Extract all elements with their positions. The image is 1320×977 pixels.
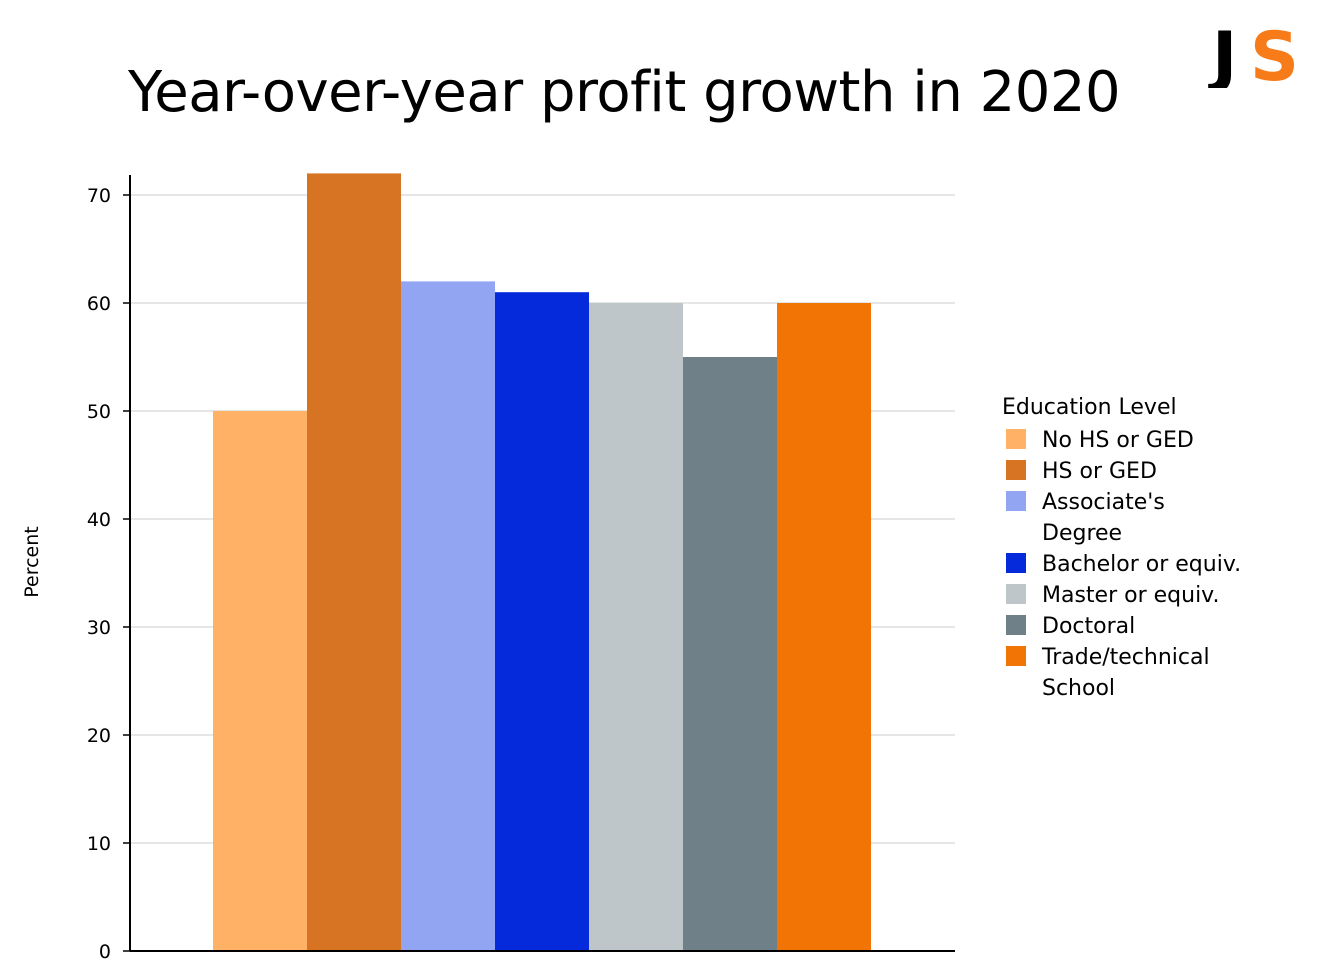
bar-trade-technical-school: [777, 303, 871, 951]
legend-label: Bachelor or equiv.: [1042, 552, 1242, 577]
y-tick-label-20: 20: [87, 725, 111, 747]
bar-no-hs-or-ged: [213, 411, 307, 951]
chart-bars: [213, 173, 871, 951]
legend-swatch: [1006, 429, 1026, 449]
legend-label: Trade/technical School: [1042, 645, 1210, 701]
legend-swatch: [1006, 491, 1026, 511]
legend-item-doctoral: Doctoral: [1002, 611, 1302, 642]
legend-item-master-or-equiv: Master or equiv.: [1002, 580, 1302, 611]
legend-title: Education Level: [1002, 395, 1177, 420]
bar-bachelor-or-equiv: [495, 292, 589, 951]
bar-doctoral: [683, 357, 777, 951]
y-tick-label-0: 0: [99, 941, 111, 963]
js-logo: J S: [1208, 18, 1299, 88]
logo-j-letter: J: [1208, 18, 1237, 88]
legend-label: Master or equiv.: [1042, 583, 1220, 608]
legend-item-no-hs-or-ged: No HS or GED: [1002, 425, 1302, 456]
legend-swatch: [1006, 646, 1026, 666]
y-axis-ticks: 0 10 20 30 40 50 60 70: [87, 185, 130, 963]
legend-items: No HS or GED HS or GED Associate's Degree B…: [1002, 425, 1302, 704]
y-tick-label-50: 50: [87, 401, 111, 423]
legend-swatch: [1006, 553, 1026, 573]
legend-label: Doctoral: [1042, 614, 1136, 639]
legend-item-hs-or-ged: HS or GED: [1002, 456, 1302, 487]
legend-swatch: [1006, 584, 1026, 604]
y-axis-label: Percent: [21, 526, 43, 598]
legend-swatch: [1006, 460, 1026, 480]
y-tick-label-30: 30: [87, 617, 111, 639]
y-tick-label-70: 70: [87, 185, 111, 207]
bar-master-or-equiv: [589, 303, 683, 951]
legend-swatch: [1006, 615, 1026, 635]
legend-item-associate-s-degree: Associate's Degree: [1002, 487, 1302, 549]
logo-s-letter: S: [1250, 18, 1299, 88]
y-tick-label-10: 10: [87, 833, 111, 855]
legend-label: HS or GED: [1042, 459, 1157, 484]
chart-axes: [129, 175, 955, 952]
legend-item-bachelor-or-equiv: Bachelor or equiv.: [1002, 549, 1302, 580]
legend-item-trade-technical-school: Trade/technical School: [1002, 642, 1302, 704]
chart-title: Year-over-year profit growth in 2020: [128, 60, 1121, 125]
bar-associate-s-degree: [401, 281, 495, 951]
y-tick-label-60: 60: [87, 293, 111, 315]
y-tick-label-40: 40: [87, 509, 111, 531]
legend-label: Associate's Degree: [1042, 490, 1165, 546]
bar-hs-or-ged: [307, 173, 401, 951]
legend-label: No HS or GED: [1042, 428, 1194, 453]
legend: Education Level No HS or GED HS or GED Ass…: [1002, 394, 1302, 704]
